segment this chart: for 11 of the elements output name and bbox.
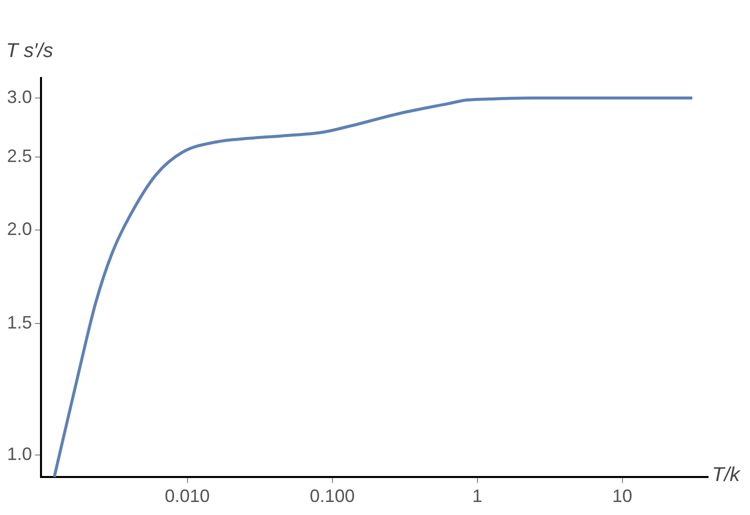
x-tick-label: 0.100 [310,486,355,506]
y-tick-label: 1.5 [6,312,32,332]
y-tick-label: 2.0 [6,218,32,239]
y-tick-label: 3.0 [6,86,32,107]
y-tick-label: 1.0 [6,444,32,464]
x-axis-title: T/k [712,464,740,487]
x-tick-label: 1 [472,486,482,506]
x-tick-label: 10 [612,486,632,506]
y-tick-label: 2.5 [6,146,32,166]
y-axis-title: T s′/s [6,40,54,63]
x-tick-label: 0.010 [164,486,210,506]
